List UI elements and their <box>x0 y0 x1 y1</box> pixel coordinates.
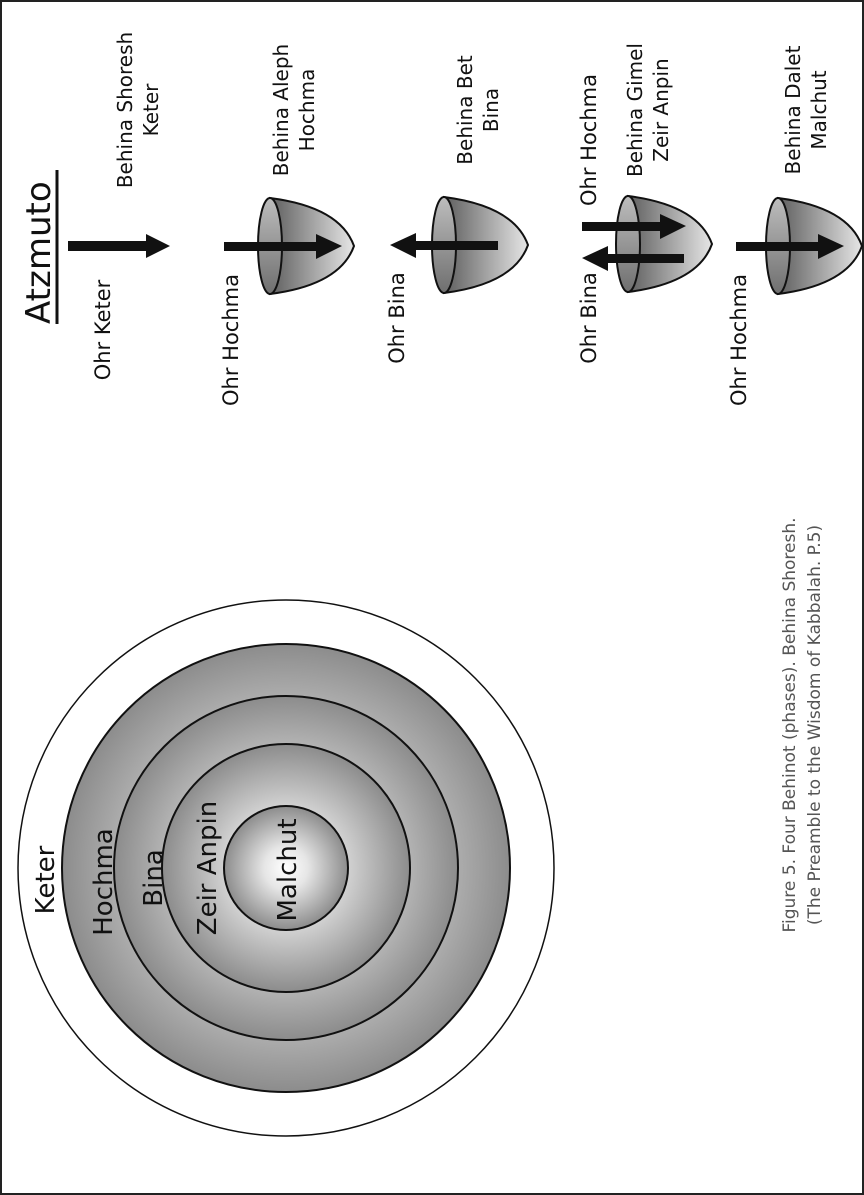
concentric-circles: Keter Hochma Bina Zeir Anpin Malchut <box>17 599 555 1137</box>
phase-dalet-sefira: Malchut <box>807 70 831 149</box>
phase-aleph-name: Behina Aleph <box>269 44 293 176</box>
phase-gimel-sefira: Zeir Anpin <box>649 58 673 161</box>
arrow-down-icon <box>68 234 170 258</box>
ring-label-bina: Bina <box>139 849 169 906</box>
arrow-up-icon <box>582 246 684 271</box>
ring-label-hochma: Hochma <box>89 828 119 936</box>
ring-label-keter: Keter <box>31 845 61 914</box>
ring-label-zeir-anpin: Zeir Anpin <box>193 801 223 935</box>
phase-dalet-name: Behina Dalet <box>781 45 805 174</box>
arrow-down-icon <box>582 214 686 239</box>
phase-gimel-light-right: Ohr Hochma <box>577 74 601 206</box>
phase-shoresh-sefira: Keter <box>139 83 163 137</box>
arrow-down-icon <box>224 234 342 259</box>
phase-shoresh-name: Behina Shoresh <box>113 32 137 188</box>
vessel-icon <box>615 194 714 294</box>
circle-malchut <box>223 805 349 931</box>
phase-bet-sefira: Bina <box>479 88 503 132</box>
figure-caption: Figure 5. Four Behinot (phases). Behina … <box>780 517 825 932</box>
ring-label-malchut: Malchut <box>273 818 303 921</box>
phase-dalet-light: Ohr Hochma <box>727 274 751 406</box>
phase-aleph-light: Ohr Hochma <box>219 274 243 406</box>
atzmuto-title: Atzmuto <box>19 181 59 324</box>
phase-dalet: Behina Dalet Malchut Ohr Hochma <box>727 45 864 406</box>
phase-shoresh-light: Ohr Keter <box>91 279 115 380</box>
arrow-up-icon <box>390 233 498 258</box>
caption-line1: Figure 5. Four Behinot (phases). Behina … <box>780 517 800 932</box>
phase-gimel-name: Behina Gimel <box>623 43 647 177</box>
phase-bet: Behina Bet Bina Ohr Bina <box>385 55 530 364</box>
caption-line2: (The Preamble to the Wisdom of Kabbalah.… <box>805 525 825 925</box>
phase-bet-light: Ohr Bina <box>385 272 409 364</box>
phase-shoresh: Behina Shoresh Keter Ohr Keter <box>68 32 170 380</box>
phase-bet-name: Behina Bet <box>453 55 477 165</box>
phase-gimel: Behina Gimel Zeir Anpin Ohr Hochma Ohr B… <box>577 43 714 364</box>
phase-aleph: Behina Aleph Hochma Ohr Hochma <box>219 44 356 406</box>
arrow-down-icon <box>736 234 844 259</box>
phase-aleph-sefira: Hochma <box>295 69 319 152</box>
phase-gimel-light-left: Ohr Bina <box>577 272 601 364</box>
